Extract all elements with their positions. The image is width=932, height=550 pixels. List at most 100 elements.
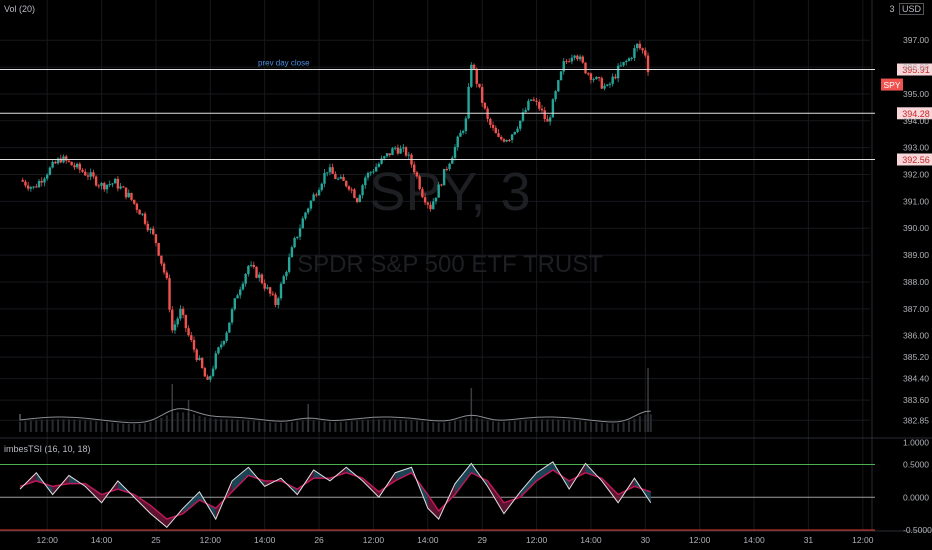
candle-down [315,194,318,196]
candle-up [366,172,370,178]
candle-up [393,147,397,149]
candle-down [388,153,391,156]
candle-up [56,158,60,164]
candle-up [432,201,435,210]
candle-down [73,165,76,168]
candle-down [502,139,506,142]
candle-down [157,242,160,256]
candle-down [184,314,188,329]
candle-down [165,272,169,279]
candle-up [505,140,508,142]
candle-up [369,172,372,174]
candle-down [508,140,511,142]
tsi-signal-line [19,469,651,520]
candle-up [578,56,582,60]
candle-up [519,120,522,129]
candle-up [364,177,367,186]
price-tick-label: 390.00 [903,223,929,233]
candle-down [97,185,101,187]
candle-up [611,76,614,84]
time-tick-label: 12:00 [37,535,59,545]
candle-up [625,60,628,63]
candle-up [306,208,310,213]
currency-label[interactable]: 3 USD [889,3,924,15]
candle-up [464,118,468,132]
price-tick-label: 384.40 [903,374,929,384]
time-tick-label: 14:00 [417,535,439,545]
candle-down [494,127,497,134]
candle-down [342,177,345,181]
candle-down [587,73,590,75]
candle-up [48,167,52,175]
candle-up [37,180,41,188]
price-tick-label: 382.85 [903,415,929,425]
candle-down [584,62,587,74]
candle-down [423,197,427,203]
price-tick-label: 392.00 [903,170,929,180]
candle-up [328,167,332,173]
candle-down [268,287,272,294]
candle-down [500,136,503,140]
candle-down [86,175,90,177]
candle-down [171,309,174,331]
candle-down [135,203,139,210]
time-tick-label: 14:00 [580,535,602,545]
candle-up [608,83,612,85]
candle-down [94,176,98,186]
candle-down [589,73,593,80]
candle-up [606,84,609,86]
description-watermark: SPDR S&P 500 ETF TRUST [297,251,603,278]
candle-up [127,192,130,198]
candle-up [100,183,103,186]
candle-down [429,204,432,210]
candle-down [546,119,549,122]
candle-up [635,43,639,49]
candle-down [421,189,424,198]
candle-down [24,181,27,186]
candle-up [510,134,514,141]
candle-up [277,298,280,305]
price-tick-label: 396.00 [903,62,929,72]
candle-up [616,65,620,79]
candle-up [241,283,245,290]
time-tick-label: 14:00 [743,535,765,545]
candle-down [116,178,120,189]
candle-down [21,179,24,182]
candle-up [402,147,405,149]
candle-up [467,86,470,119]
candle-up [225,332,228,341]
price-line-badge [897,107,932,120]
candle-down [130,192,133,200]
candle-down [535,100,538,102]
candle-down [152,228,155,235]
candle-down [532,99,536,101]
candle-down [70,161,73,166]
candle-down [543,110,546,120]
candle-up [296,236,299,239]
candle-up [633,48,636,58]
candle-up [247,265,250,275]
candle-up [470,64,473,87]
candle-up [233,298,236,310]
candle-up [211,368,215,377]
candle-up [559,71,563,81]
candle-up [399,148,402,154]
candle-down [567,61,571,63]
candle-up [573,55,576,58]
volume-ma-line [19,408,651,424]
price-tick-label: 389.00 [903,250,929,260]
candle-up [551,99,555,118]
candle-down [491,124,495,128]
candle-down [59,158,62,163]
candle-up [557,80,560,92]
volume-indicator-label[interactable]: Vol (20) [4,4,36,14]
candle-up [141,213,144,215]
candle-down [252,264,256,268]
tsi-fill-bull [520,472,537,498]
time-tick-label: 12:00 [852,535,874,545]
candle-down [581,56,584,63]
tsi-fill-bull [183,491,200,514]
candle-up [222,340,226,345]
candle-up [51,161,54,168]
